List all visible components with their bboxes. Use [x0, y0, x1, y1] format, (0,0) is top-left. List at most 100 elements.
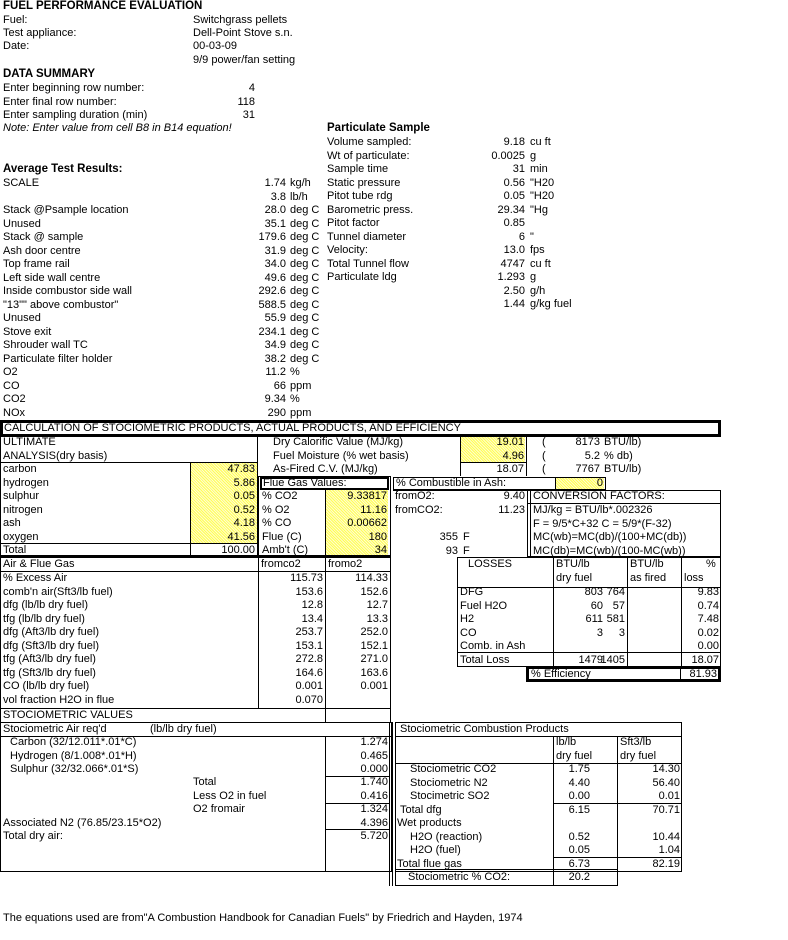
row-label: CO2 — [3, 393, 26, 405]
from-value: 9.40 — [503, 490, 525, 502]
losses-label: DFG — [460, 586, 484, 598]
stoich-products-label: Stociometric N2 — [410, 776, 488, 789]
divider — [325, 829, 390, 830]
flue-gas-box — [258, 476, 391, 557]
stoich-air-value: 1.740 — [360, 776, 388, 788]
losses-header: dry fuel — [556, 572, 593, 584]
row-value: 49.6 — [264, 271, 286, 284]
flue-gas-value: 0.00662 — [347, 517, 387, 529]
stoich-products-label: Stociometric CO2 — [410, 763, 497, 775]
temp-f-unit: F — [463, 544, 470, 557]
divider — [530, 490, 531, 557]
calc-title: CALCULATION OF STOCIOMETRIC PRODUCTS, AC… — [4, 422, 461, 434]
row-unit: % — [290, 393, 300, 405]
divider — [617, 736, 618, 872]
calorific-value: 4.96 — [502, 449, 524, 462]
stoich-air-label: O2 fromair — [193, 803, 245, 815]
calorific-alt-value: 5.2 — [584, 449, 600, 462]
stoich-air-label: Less O2 in fuel — [193, 790, 267, 802]
divider — [190, 462, 191, 557]
divider — [526, 437, 527, 476]
stoich-products-lb: 6.73 — [568, 857, 590, 870]
calorific-label: Dry Calorific Value (MJ/kg) — [273, 436, 403, 448]
stoich-products-label: Stocimetric SO2 — [410, 790, 490, 802]
stoich-products-sft: 0.01 — [658, 790, 680, 802]
air-flue-label: CO (lb/lb dry fuel) — [3, 680, 90, 692]
appliance-value: Dell-Point Stove s.n. — [193, 27, 293, 39]
air-flue-co2: 0.001 — [295, 680, 323, 692]
stoich-air-value: 0.465 — [360, 750, 388, 762]
conversion-line: F = 9/5*C+32 C = 5/9*(F-32) — [533, 517, 672, 530]
stoich-products-sft: 56.40 — [652, 776, 680, 789]
air-flue-co2: 253.7 — [295, 626, 323, 638]
row-value: 38.2 — [264, 352, 286, 365]
calorific-alt-unit: BTU/lb) — [604, 436, 642, 448]
row-unit: deg C — [290, 204, 320, 216]
air-flue-o2: 163.6 — [360, 666, 388, 679]
ultimate-label: sulphur — [3, 490, 40, 502]
row-unit: " — [530, 230, 534, 243]
row-unit: fps — [530, 244, 545, 256]
row-label: Volume sampled: — [327, 136, 412, 148]
calorific-label: As-Fired C.V. (MJ/kg) — [273, 463, 378, 475]
divider — [0, 543, 258, 544]
divider — [527, 503, 721, 504]
temp-f-value: 93 — [445, 544, 458, 557]
air-flue-o2: 114.33 — [355, 572, 388, 584]
divider — [0, 462, 258, 463]
divider — [325, 708, 326, 722]
air-flue-label: tfg (lb/lb dry fuel) — [3, 612, 85, 625]
row-label: Particulate ldg — [327, 271, 397, 283]
divider — [325, 776, 390, 777]
stoich-air-value: 5.720 — [360, 830, 388, 842]
efficiency-box — [526, 666, 721, 682]
air-flue-label: dfg (Sft3/lb dry fuel) — [3, 639, 99, 652]
row-value: 292.6 — [258, 285, 286, 297]
col-header: Sft3/lb — [620, 736, 652, 748]
col-header: dry fuel — [556, 750, 593, 762]
date-value: 00-03-09 — [193, 40, 238, 52]
air-flue-label: dfg (lb/lb dry fuel) — [3, 599, 88, 611]
row-value: 31.9 — [264, 244, 286, 257]
row-value: 234.1 — [258, 325, 286, 338]
row-value: 55.9 — [264, 312, 286, 324]
stoich-products-label: Wet products — [397, 817, 462, 829]
divider — [457, 587, 721, 588]
divider — [389, 722, 390, 886]
calorific-alt-unit: BTU/lb) — [604, 463, 642, 475]
row-unit: deg C — [290, 312, 320, 324]
calc-title-box — [0, 420, 721, 437]
input-cell-fill — [556, 478, 604, 489]
divider — [325, 557, 326, 709]
divider — [627, 557, 628, 667]
paren: ( — [542, 463, 546, 475]
note: Note: Enter value from cell B8 in B14 eq… — [3, 122, 232, 134]
row-value: 34.9 — [264, 339, 286, 351]
row-value: 179.6 — [258, 231, 286, 243]
row-value: 11.2 — [265, 366, 286, 378]
stoich-products-sft: 1.04 — [658, 844, 680, 856]
conversion-line: MC(wb)=MC(db)/(100+MC(db)) — [533, 531, 687, 543]
row-value: 9.18 — [503, 136, 525, 148]
air-flue-label: vol fraction H2O in flue — [3, 693, 115, 706]
air-flue-label: % Excess Air — [3, 572, 68, 584]
fuel-value: Switchgrass pellets — [193, 14, 288, 26]
losses-pct: 18.07 — [691, 653, 719, 666]
efficiency-value: 81.93 — [689, 668, 717, 680]
stoich-air-label: Total — [193, 776, 217, 788]
section-title: Average Test Results: — [3, 163, 123, 175]
row-unit: cu ft — [530, 136, 551, 148]
row-label: Enter sampling duration (min) — [3, 109, 148, 121]
stoich-products-box — [395, 722, 682, 872]
divider — [460, 437, 461, 476]
divider — [0, 555, 391, 558]
row-label: Shrouder wall TC — [3, 339, 88, 351]
stoich-products-sft: 14.30 — [652, 763, 680, 775]
row-value: 0.56 — [503, 176, 525, 189]
input-cell-fill — [326, 490, 388, 555]
row-unit: deg C — [290, 244, 320, 257]
ultimate-label: ash — [3, 517, 21, 529]
losses-pct: 0.00 — [697, 640, 719, 652]
stoich-products-sft: 82.19 — [652, 857, 680, 870]
row-value: 9.34 — [264, 393, 286, 405]
